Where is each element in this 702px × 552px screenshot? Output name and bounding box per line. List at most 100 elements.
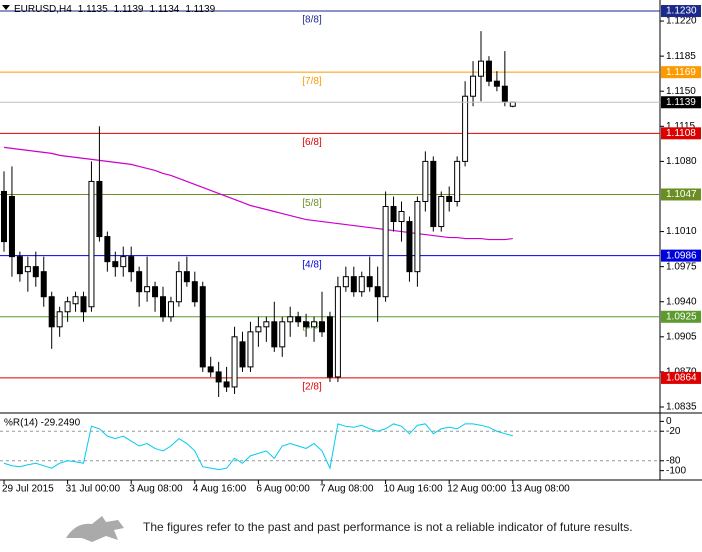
candle-body: [493, 80, 500, 87]
level-label: 1.1108: [666, 128, 696, 139]
candle-body: [358, 276, 365, 293]
candle-body: [199, 286, 206, 368]
y-tick-label: -80: [666, 455, 681, 466]
candle-body: [255, 326, 262, 333]
background: [0, 0, 702, 500]
y-tick-label: 0: [666, 416, 672, 427]
candle-body: [32, 266, 39, 278]
candle-body: [430, 160, 437, 228]
header-high: 1.1139: [114, 4, 144, 15]
candle-body: [120, 256, 127, 268]
candle-body: [470, 75, 477, 97]
candle-body: [136, 271, 143, 293]
candle-body: [279, 321, 286, 348]
candle-body: [303, 321, 310, 328]
candle-body: [271, 321, 278, 348]
level-name: [8/8]: [302, 15, 322, 26]
candle-body: [478, 60, 484, 77]
moving-average: [3, 146, 513, 241]
level-box: [661, 249, 701, 262]
candle-body: [263, 321, 270, 328]
y-tick-label: 1.1185: [666, 51, 696, 62]
candle-body: [112, 261, 119, 268]
candle-body: [319, 321, 325, 333]
header-close: 1.1139: [185, 4, 215, 15]
level-box: [661, 188, 701, 201]
candle-body: [72, 296, 79, 305]
x-tick-label: 31 Jul 00:00: [66, 484, 121, 495]
candle-body: [446, 195, 453, 202]
level-label: 1.0986: [666, 250, 697, 261]
level-box: [661, 310, 701, 323]
x-tick-label: 7 Aug 08:00: [320, 484, 374, 495]
logo: [66, 516, 124, 542]
price-box: [661, 96, 701, 109]
indicator-line: [3, 423, 513, 471]
x-tick-label: 3 Aug 08:00: [129, 484, 183, 495]
candle-body: [8, 195, 15, 258]
level-box: [661, 371, 701, 384]
header-open: 1.1135: [78, 4, 108, 15]
candle-body: [231, 336, 238, 388]
candle-body: [398, 211, 405, 223]
header-low: 1.1134: [149, 4, 179, 15]
candle-body: [295, 316, 302, 323]
chart: 1.1220 1.1185 1.1150 1.1115 1.1080 1.1010 1.09…: [0, 0, 702, 500]
candle-body: [311, 321, 318, 328]
candle-body: [326, 316, 333, 378]
x-tick-label: 29 Jul 2015: [2, 484, 54, 495]
candle-body: [406, 221, 413, 273]
candle-body: [128, 256, 135, 273]
candle-body: [342, 276, 349, 288]
header: EURUSD,H4 1.1135 1.1139 1.1134 1.1139: [14, 4, 216, 15]
y-tick-label: 1.0975: [666, 261, 697, 272]
candle-body: [501, 85, 508, 102]
y-tick-label: 1.1115: [666, 121, 696, 132]
candle-body: [175, 271, 182, 303]
candle-body: [390, 206, 397, 223]
candle-body: [223, 381, 230, 388]
candle-body: [64, 301, 71, 313]
y-tick-label: 1.1080: [666, 156, 697, 167]
candle-body: [104, 236, 111, 263]
x-tick-label: 10 Aug 16:00: [384, 484, 443, 495]
y-tick-label: -20: [666, 426, 681, 437]
menu-arrow: [2, 5, 10, 10]
candle-body: [191, 281, 198, 303]
candle-body: [88, 180, 95, 308]
y-tick-label: 1.0905: [666, 331, 697, 342]
disclaimer: The figures refer to the past and past p…: [143, 520, 633, 534]
candle-body: [152, 286, 159, 298]
level-label: 1.0925: [666, 311, 697, 322]
candle-body: [366, 276, 373, 288]
x-tick-label: 12 Aug 00:00: [447, 484, 506, 495]
candle-body: [334, 286, 341, 378]
candle-body: [350, 276, 357, 293]
candle-body: [56, 311, 63, 328]
price-label: 1.1139: [666, 97, 696, 108]
candle-body: [462, 95, 469, 162]
level-label: 1.0864: [666, 373, 697, 384]
level-name: [6/8]: [302, 137, 322, 148]
level-name: [4/8]: [302, 259, 322, 270]
y-tick-label: 1.0835: [666, 402, 697, 413]
y-tick-label: 1.1220: [666, 16, 697, 27]
candle-body: [239, 341, 246, 368]
candle-body: [207, 366, 214, 373]
candle-body: [183, 271, 190, 283]
candle-body: [287, 316, 294, 323]
candle-body: [40, 271, 47, 298]
candle-body: [382, 206, 389, 298]
x-tick-label: 4 Aug 16:00: [193, 484, 247, 495]
candle-body: [1, 190, 7, 243]
candle-body: [160, 296, 166, 318]
footer: The figures refer to the past and past p…: [0, 502, 702, 552]
candle-body: [144, 286, 151, 293]
level-name: [2/8]: [302, 382, 322, 393]
symbol: EURUSD,H4: [14, 4, 72, 15]
level-name: [7/8]: [302, 76, 322, 87]
candle-body: [454, 160, 461, 202]
candle-body: [247, 331, 254, 368]
indicator-title: %R(14) -29.2490: [4, 418, 81, 429]
level-label: 1.1169: [666, 67, 696, 78]
